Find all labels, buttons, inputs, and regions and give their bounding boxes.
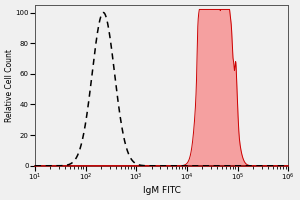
X-axis label: IgM FITC: IgM FITC	[143, 186, 181, 195]
Y-axis label: Relative Cell Count: Relative Cell Count	[5, 49, 14, 122]
